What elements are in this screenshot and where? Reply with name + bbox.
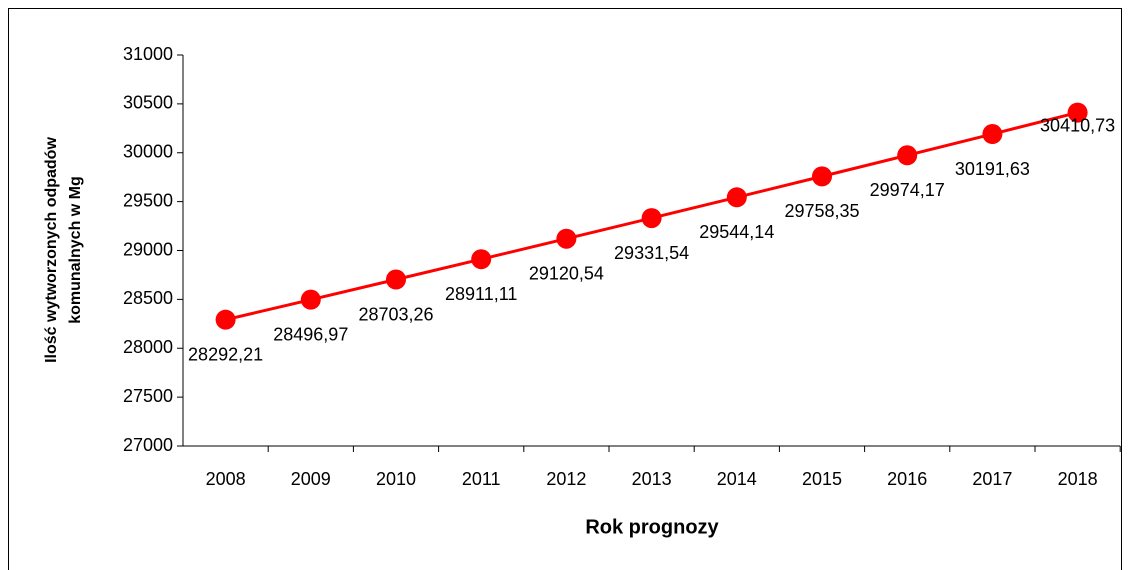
point (300, 289, 321, 310)
y-tick-label: 29500 (123, 190, 173, 210)
point (471, 249, 492, 270)
y-tick-label: 31000 (123, 44, 173, 64)
x-tick-label: 2018 (1058, 469, 1098, 489)
data-label: 29974,17 (870, 180, 945, 200)
x-tick-label: 2012 (546, 469, 586, 489)
data-label: 28703,26 (358, 304, 433, 324)
data-label: 30410,73 (1040, 115, 1115, 135)
point (897, 145, 918, 166)
chart-frame (8, 8, 1122, 570)
y-tick-label: 27500 (123, 386, 173, 406)
point (556, 228, 577, 249)
data-label: 29120,54 (529, 263, 604, 283)
x-tick-label: 2011 (462, 469, 501, 489)
data-label: 28292,21 (188, 344, 263, 364)
x-tick-label: 2010 (376, 469, 416, 489)
y-tick-label: 29000 (123, 239, 173, 259)
data-label: 29544,14 (699, 222, 774, 242)
x-axis-title: Rok prognozy (585, 516, 719, 538)
y-tick-label: 27000 (123, 435, 173, 455)
y-tick-label: 30500 (123, 93, 173, 113)
data-label: 28911,11 (445, 284, 517, 304)
point (215, 309, 236, 330)
x-tick-label: 2017 (972, 469, 1012, 489)
x-tick-label: 2015 (802, 469, 842, 489)
y-tick-label: 28500 (123, 288, 173, 308)
y-axis-title-line: komunalnych w Mg (67, 176, 84, 324)
y-tick-label: 28000 (123, 337, 173, 357)
y-axis-title-line: Ilość wytworzonych odpadów (43, 137, 60, 363)
point (386, 269, 406, 290)
y-tick-label: 30000 (123, 142, 173, 162)
point (641, 208, 662, 229)
x-tick-label: 2013 (632, 469, 672, 489)
data-label: 28496,97 (273, 324, 348, 344)
data-label: 29331,54 (614, 243, 689, 263)
y-axis-title: Ilość wytworzonych odpadów komunalnych w… (43, 137, 84, 363)
point (812, 166, 832, 187)
data-label: 30191,63 (955, 159, 1030, 179)
point (982, 124, 1003, 145)
x-tick-label: 2009 (291, 469, 331, 489)
point (1067, 102, 1088, 123)
point (726, 187, 747, 208)
x-tick-label: 2008 (206, 469, 246, 489)
x-tick-label: 2016 (887, 469, 927, 489)
data-label: 29758,35 (784, 201, 859, 221)
x-tick-label: 2014 (717, 469, 757, 489)
